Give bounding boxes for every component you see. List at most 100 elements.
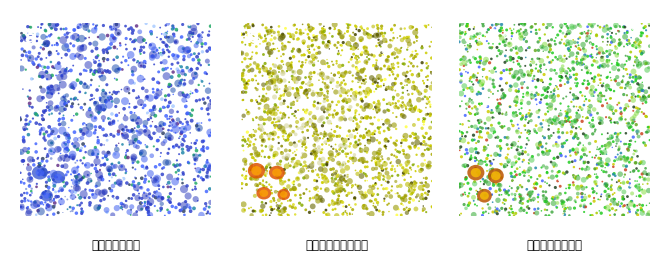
Point	[535, 70, 546, 74]
Point	[424, 44, 435, 49]
Point	[283, 161, 294, 165]
Point	[263, 70, 274, 75]
Point	[543, 55, 553, 59]
Point	[111, 36, 122, 40]
Point	[239, 168, 249, 172]
Point	[404, 189, 415, 193]
Point	[151, 131, 161, 135]
Point	[15, 180, 25, 184]
Point	[555, 112, 565, 116]
Point	[578, 143, 589, 147]
Point	[107, 99, 117, 103]
Point	[362, 55, 373, 59]
Point	[535, 67, 546, 71]
Point	[245, 133, 255, 137]
Point	[66, 68, 76, 73]
Point	[485, 187, 496, 191]
Point	[295, 31, 306, 35]
Point	[333, 161, 344, 165]
Point	[625, 184, 636, 188]
Point	[472, 111, 482, 115]
Point	[182, 120, 192, 124]
Point	[256, 135, 267, 139]
Point	[334, 51, 344, 55]
Point	[121, 58, 131, 63]
Point	[254, 32, 265, 36]
Point	[72, 173, 83, 177]
Point	[321, 76, 332, 80]
Point	[71, 112, 82, 116]
Point	[621, 59, 632, 63]
Point	[174, 64, 185, 68]
Point	[561, 131, 572, 135]
Point	[25, 193, 36, 197]
Point	[314, 145, 324, 149]
Point	[293, 37, 304, 41]
Point	[135, 100, 146, 105]
Point	[102, 138, 113, 142]
Point	[50, 201, 60, 205]
Point	[76, 207, 87, 211]
Point	[101, 48, 112, 52]
Point	[508, 176, 519, 180]
Point	[63, 136, 74, 140]
Ellipse shape	[54, 174, 62, 180]
Point	[21, 50, 31, 55]
Point	[256, 209, 267, 213]
Point	[117, 127, 128, 132]
Point	[113, 129, 124, 133]
Point	[34, 51, 45, 55]
Point	[374, 176, 385, 180]
Point	[591, 44, 602, 48]
Point	[126, 26, 137, 30]
Point	[19, 35, 29, 40]
Point	[175, 163, 186, 167]
Point	[618, 67, 629, 71]
Point	[316, 30, 326, 35]
Point	[152, 147, 163, 152]
Point	[97, 177, 108, 181]
Point	[172, 140, 182, 144]
Point	[396, 144, 407, 148]
Point	[470, 57, 480, 61]
Point	[462, 22, 473, 26]
Point	[337, 169, 348, 173]
Point	[130, 175, 141, 179]
Point	[490, 70, 501, 74]
Point	[304, 125, 315, 129]
Point	[597, 84, 608, 88]
Point	[257, 23, 268, 27]
Point	[85, 98, 96, 102]
Point	[639, 190, 649, 194]
Point	[597, 63, 608, 68]
Point	[301, 88, 312, 92]
Point	[247, 117, 258, 121]
Point	[84, 35, 94, 40]
Point	[561, 94, 572, 99]
Point	[151, 177, 162, 181]
Point	[602, 131, 613, 135]
Point	[629, 204, 640, 208]
Point	[527, 90, 537, 94]
Point	[572, 57, 582, 61]
Point	[419, 23, 430, 28]
Point	[620, 131, 631, 135]
Point	[164, 137, 175, 141]
Point	[293, 171, 304, 175]
Point	[241, 75, 251, 79]
Point	[577, 192, 588, 196]
Point	[285, 124, 296, 128]
Point	[624, 210, 635, 214]
Point	[180, 134, 190, 138]
Point	[415, 169, 425, 173]
Point	[640, 28, 651, 32]
Point	[141, 89, 152, 93]
Point	[320, 107, 331, 111]
Point	[245, 57, 255, 61]
Point	[98, 48, 109, 52]
Point	[199, 207, 210, 211]
Point	[407, 131, 418, 135]
Point	[397, 100, 408, 105]
Point	[606, 27, 616, 31]
Point	[345, 141, 356, 146]
